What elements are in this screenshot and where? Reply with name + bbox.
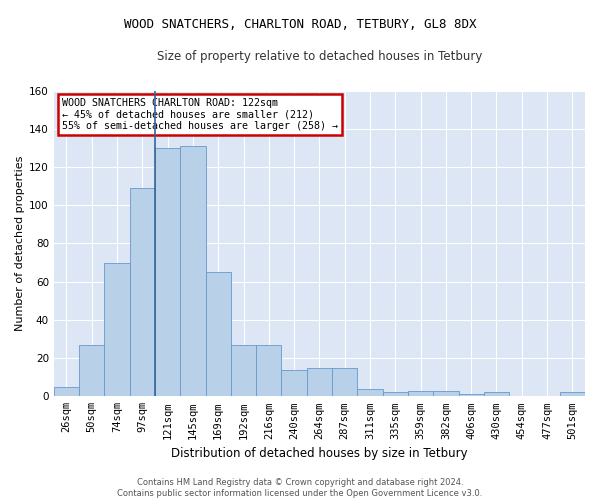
Text: WOOD SNATCHERS CHARLTON ROAD: 122sqm
← 45% of detached houses are smaller (212)
: WOOD SNATCHERS CHARLTON ROAD: 122sqm ← 4…: [62, 98, 338, 132]
Bar: [130, 188, 155, 396]
Bar: [383, 392, 408, 396]
Bar: [281, 370, 307, 396]
Bar: [79, 344, 104, 397]
Bar: [332, 368, 358, 396]
Bar: [408, 390, 433, 396]
X-axis label: Distribution of detached houses by size in Tetbury: Distribution of detached houses by size …: [171, 447, 468, 460]
Title: Size of property relative to detached houses in Tetbury: Size of property relative to detached ho…: [157, 50, 482, 63]
Bar: [155, 148, 180, 396]
Text: WOOD SNATCHERS, CHARLTON ROAD, TETBURY, GL8 8DX: WOOD SNATCHERS, CHARLTON ROAD, TETBURY, …: [124, 18, 476, 30]
Bar: [433, 390, 458, 396]
Bar: [54, 387, 79, 396]
Bar: [256, 344, 281, 397]
Bar: [560, 392, 585, 396]
Bar: [307, 368, 332, 396]
Bar: [358, 388, 383, 396]
Bar: [104, 262, 130, 396]
Bar: [458, 394, 484, 396]
Text: Contains HM Land Registry data © Crown copyright and database right 2024.
Contai: Contains HM Land Registry data © Crown c…: [118, 478, 482, 498]
Bar: [484, 392, 509, 396]
Bar: [231, 344, 256, 397]
Bar: [180, 146, 206, 397]
Bar: [206, 272, 231, 396]
Y-axis label: Number of detached properties: Number of detached properties: [15, 156, 25, 331]
